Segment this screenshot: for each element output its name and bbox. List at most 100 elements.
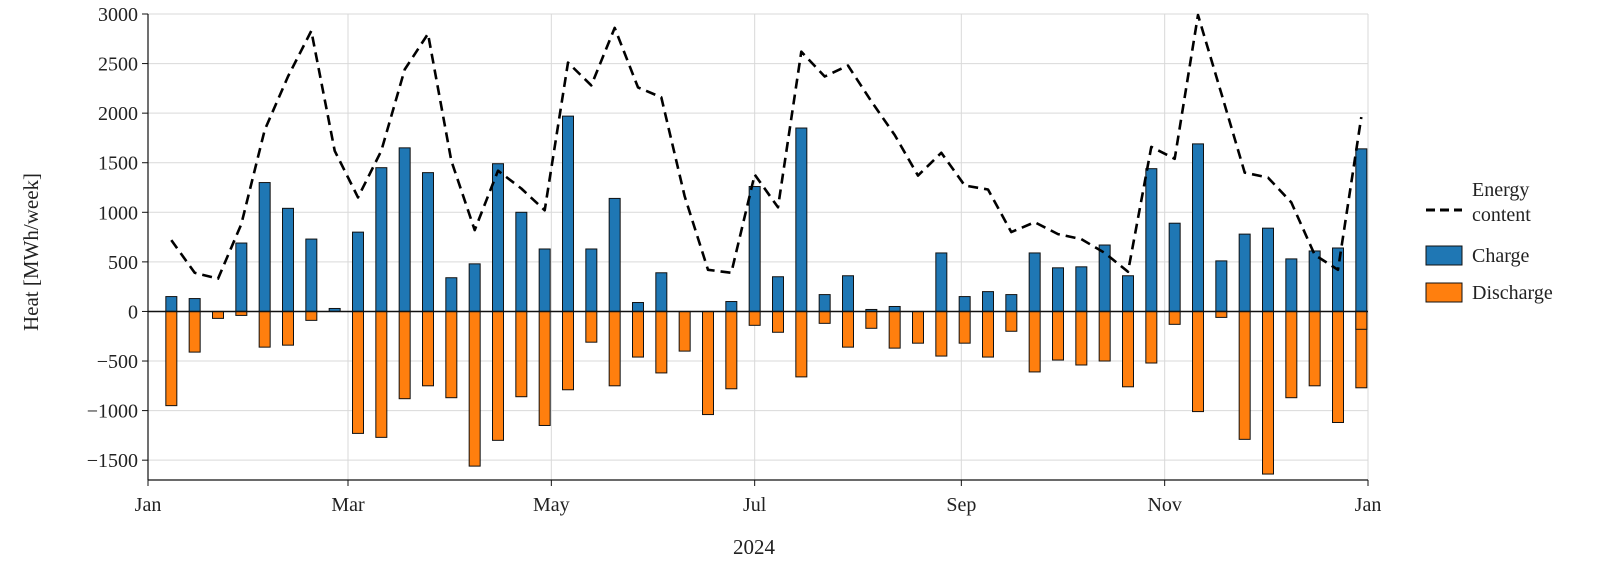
discharge-bar (562, 310, 574, 391)
y-tick-label: 0 (128, 301, 138, 323)
y-tick-label: 1000 (98, 202, 138, 224)
discharge-bar (492, 310, 504, 441)
discharge-bar (795, 310, 808, 378)
bars-layer (165, 115, 1368, 475)
x-tick-label: Jul (743, 494, 767, 516)
charge-bar (1355, 148, 1368, 312)
charge-bar (982, 291, 994, 312)
legend-energy-label-line2: content (1472, 204, 1531, 226)
discharge-bar (398, 310, 411, 400)
discharge-bar (258, 310, 271, 348)
legend-discharge-label: Discharge (1472, 282, 1553, 304)
legend-charge-label: Charge (1472, 245, 1530, 267)
discharge-bar (702, 310, 714, 416)
charge-bar (1332, 247, 1344, 312)
charge-bar (1285, 258, 1298, 312)
discharge-bar (282, 310, 294, 346)
discharge-bar (1168, 310, 1181, 325)
charge-bar (818, 294, 831, 312)
discharge-bar (632, 310, 644, 358)
charge-bar (375, 167, 388, 312)
charge-bar (562, 115, 574, 312)
discharge-bar (1028, 310, 1041, 373)
y-tick-label: 3000 (98, 4, 138, 26)
discharge-bar (445, 310, 458, 399)
charge-bar (1122, 275, 1134, 312)
charge-bar (772, 276, 784, 312)
x-axis-title: 2024 (733, 535, 776, 556)
discharge-bar (982, 310, 994, 358)
discharge-bar (748, 310, 761, 326)
charge-bar (165, 296, 178, 312)
discharge-bar (958, 310, 971, 344)
discharge-bar (1192, 310, 1204, 413)
discharge-bar (725, 310, 738, 390)
charge-bar (235, 242, 248, 312)
axes-layer: 3000 2500 2000 1500 1000 500 0 −500 −1000 −1500 Ja… (87, 4, 1382, 516)
charge-bar (422, 172, 434, 312)
charge-bar (585, 248, 598, 312)
discharge-bar (1005, 310, 1018, 332)
discharge-bar (1122, 310, 1134, 388)
discharge-bar (678, 310, 691, 352)
discharge-bar (772, 310, 784, 333)
x-tick-label: Sep (946, 494, 976, 516)
discharge-bar (842, 310, 854, 348)
discharge-bar (1285, 310, 1298, 399)
charge-bar (1238, 233, 1251, 312)
charge-bar (1075, 266, 1088, 312)
x-tick-label: Mar (331, 494, 365, 516)
discharge-bar (352, 310, 364, 434)
discharge-bar (422, 310, 434, 387)
charge-bar (445, 277, 458, 312)
discharge-bar (375, 310, 388, 438)
charge-bar (1168, 222, 1181, 312)
discharge-bar (1332, 310, 1344, 423)
charge-bar (842, 275, 854, 312)
discharge-bar (655, 310, 668, 374)
discharge-bar (1098, 310, 1111, 362)
discharge-bar (1355, 310, 1368, 330)
charge-bar (282, 207, 294, 312)
discharge-bar (515, 310, 528, 398)
discharge-bar (1052, 310, 1064, 361)
y-axis-title: Heat [MWh/week] (19, 173, 43, 331)
charge-bar (538, 248, 551, 312)
charge-bar (725, 301, 738, 312)
energy-content-line (170, 13, 1363, 281)
discharge-bar (1215, 310, 1228, 318)
charge-bar (1005, 294, 1018, 312)
y-tick-label: −500 (97, 351, 138, 373)
y-tick-label: 1500 (98, 153, 138, 175)
discharge-bar (818, 310, 831, 324)
charge-bar (795, 127, 808, 312)
discharge-bar (1145, 310, 1158, 364)
y-tick-label: 2000 (98, 103, 138, 125)
charge-bar (748, 186, 761, 312)
y-tick-label: 2500 (98, 54, 138, 76)
discharge-bar (188, 310, 201, 353)
charge-bar (468, 263, 481, 312)
charge-bar (1192, 143, 1204, 312)
legend-charge-swatch (1425, 245, 1463, 266)
discharge-bar (912, 310, 924, 344)
charge-bar (258, 182, 271, 312)
discharge-bar (585, 310, 598, 343)
charge-bar (1028, 252, 1041, 312)
legend-energy-label-line1: Energy (1472, 179, 1529, 201)
x-tick-label: Jan (135, 494, 162, 516)
charge-bar (492, 163, 504, 312)
legend: Energy content Charge Discharge (1425, 179, 1553, 304)
x-tick-label: Nov (1147, 494, 1181, 516)
charge-bar (608, 197, 621, 312)
charge-bar (352, 231, 364, 312)
charge-bar (1308, 250, 1321, 312)
charge-bar (1052, 267, 1064, 312)
charge-bar (632, 302, 644, 312)
x-tick-label: Jan (1355, 494, 1382, 516)
charge-bar (1098, 244, 1111, 312)
discharge-bar (1075, 310, 1088, 366)
discharge-bar (1262, 310, 1274, 475)
